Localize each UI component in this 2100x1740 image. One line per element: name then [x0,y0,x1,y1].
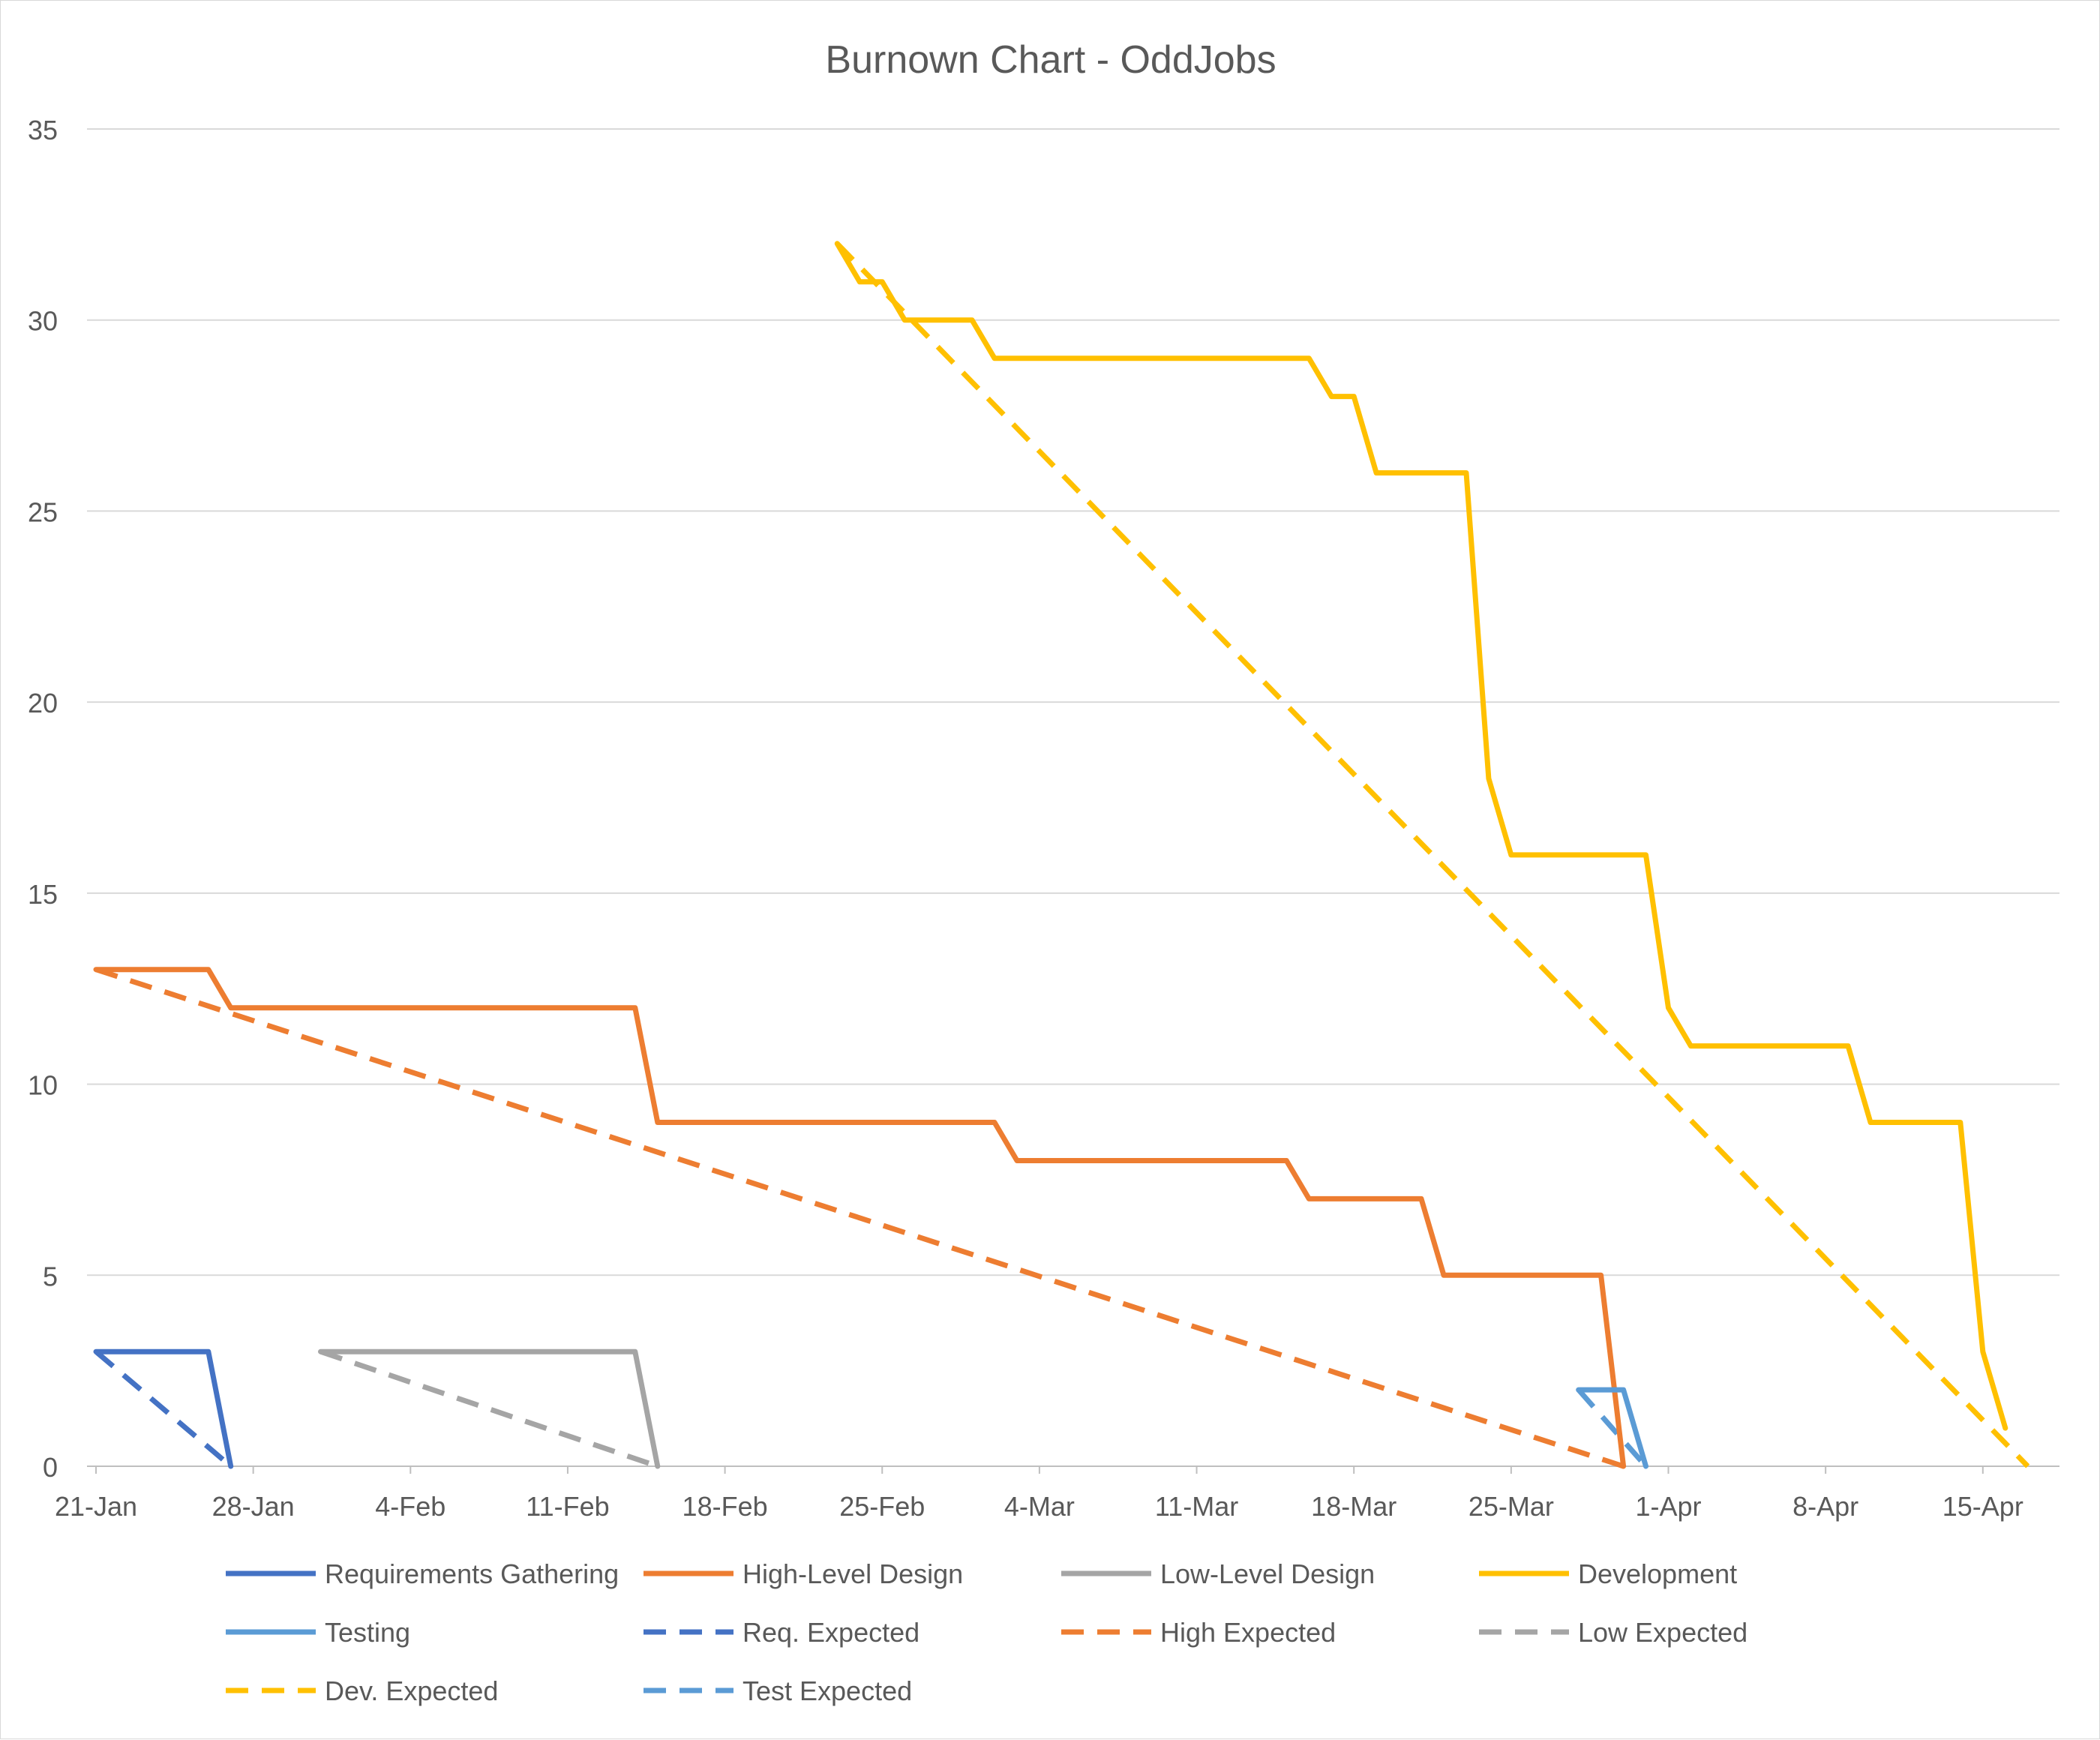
gridlines [87,128,2060,1467]
x-tick-label: 8-Apr [1792,1491,1858,1522]
legend-item: Test Expected [644,1676,912,1706]
x-tick-label: 18-Mar [1311,1491,1396,1522]
legend-label: Low Expected [1578,1617,1748,1648]
x-tick-label: 1-Apr [1635,1491,1701,1522]
series-line-req-expected [94,1349,232,1468]
y-tick-label: 15 [28,879,58,910]
legend-item: Development [1479,1558,1737,1589]
legend-item: Testing [226,1617,410,1648]
y-tick-label: 10 [28,1070,58,1101]
x-tick-label: 28-Jan [212,1491,295,1522]
legend-item: Dev. Expected [226,1676,498,1706]
chart-title: Burnown Chart - OddJobs [825,38,1276,82]
y-tick-label: 20 [28,688,58,718]
x-axis-labels: 21-Jan 28-Jan 4-Feb 11-Feb 18-Feb 25-Feb 4-Mar… [55,1466,2024,1522]
legend-label: High Expected [1160,1617,1336,1648]
series-line-test-expected [1576,1388,1648,1468]
y-tick-label: 0 [43,1452,58,1483]
series-lines [93,241,2030,1469]
x-tick-label: 15-Apr [1942,1491,2024,1522]
legend-label: Dev. Expected [325,1676,498,1706]
legend-item: High Expected [1061,1617,1336,1648]
series-line-low-level-design [318,1348,661,1469]
x-tick-label: 11-Mar [1155,1491,1238,1522]
legend-item: Low-Level Design [1061,1558,1375,1589]
y-tick-label: 5 [43,1261,58,1292]
legend-item: Req. Expected [644,1617,920,1648]
x-tick-label: 11-Feb [526,1491,609,1522]
series-line-dev-expected [835,242,2030,1468]
x-tick-label: 25-Mar [1468,1491,1554,1522]
series-line-high-expected [94,967,1624,1469]
legend-label: High-Level Design [742,1558,963,1589]
legend-label: Low-Level Design [1160,1558,1375,1589]
legend-label: Development [1578,1558,1737,1589]
x-tick-label: 4-Mar [1004,1491,1075,1522]
legend-label: Requirements Gathering [325,1558,619,1589]
series-line-testing [1576,1387,1648,1469]
legend-label: Req. Expected [742,1617,920,1648]
series-line-low-expected [320,1348,658,1469]
y-tick-label: 35 [28,115,58,146]
legend-item: High-Level Design [644,1558,963,1589]
x-tick-label: 25-Feb [839,1491,925,1522]
y-tick-label: 25 [28,496,58,527]
y-axis-labels: 0 5 10 15 20 25 30 35 [28,115,58,1483]
x-tick-label: 18-Feb [682,1491,768,1522]
series-line-high-level-design [93,967,1627,1469]
legend-item: Requirements Gathering [226,1558,619,1589]
y-tick-label: 30 [28,306,58,337]
x-tick-label: 4-Feb [375,1491,446,1522]
legend-label: Testing [325,1617,410,1648]
legend-label: Test Expected [742,1676,912,1706]
legend: Requirements Gathering High-Level Design L… [226,1558,1748,1706]
series-line-requirements-gathering [93,1348,234,1469]
series-line-development [834,241,2008,1431]
legend-item: Low Expected [1479,1617,1748,1648]
x-tick-label: 21-Jan [55,1491,137,1522]
